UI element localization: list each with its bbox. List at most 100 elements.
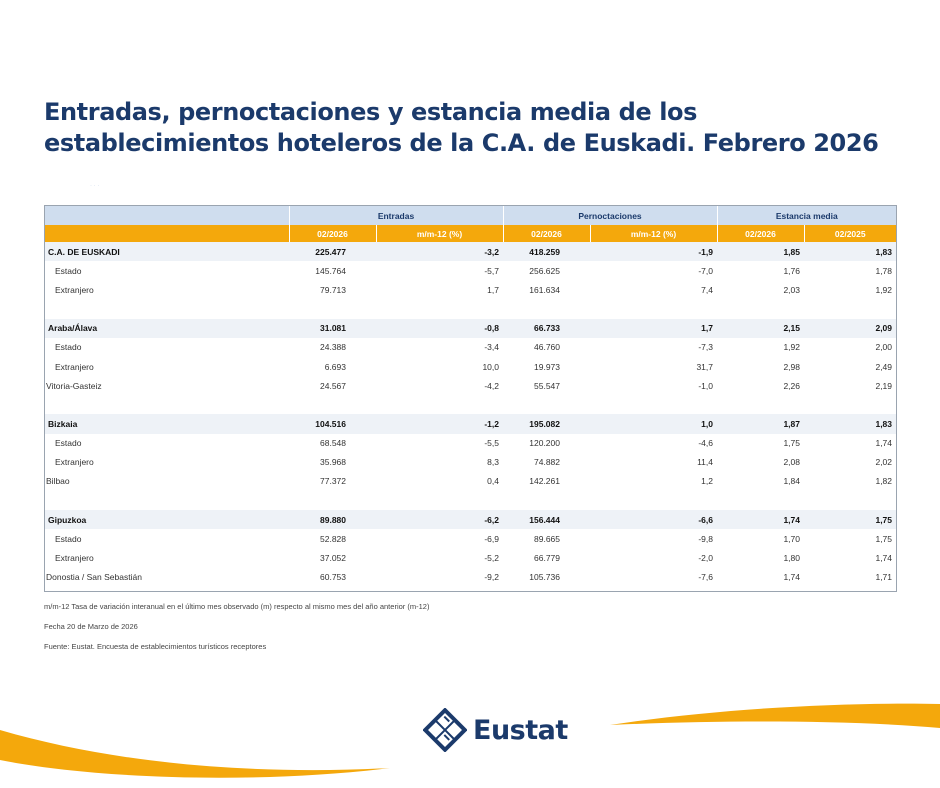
table-cell: 60.753 (320, 572, 346, 583)
table-cell (376, 300, 503, 319)
table-cell: 2,09 (804, 318, 897, 338)
page-title: Entradas, pernoctaciones y estancia medi… (44, 98, 879, 157)
table-cell: 66.779 (534, 553, 560, 564)
table-cell: 418.259 (503, 242, 590, 262)
row-label: Extranjero (55, 361, 94, 372)
table-cell: 1,83 (804, 242, 897, 262)
table-cell: 2,19 (875, 380, 893, 391)
table-cell: -5,7 (484, 265, 499, 276)
table-cell: 2,03 (783, 284, 800, 295)
wave-left (0, 730, 390, 778)
corner-subheader-cell (45, 225, 289, 242)
table-cell: -1,2 (376, 414, 503, 434)
table-cell: -7,6 (698, 572, 713, 583)
eustat-logo: Eustat (423, 708, 568, 752)
row-label: Araba/Álava (45, 318, 289, 338)
table-cell: 77.372 (320, 476, 346, 487)
row-label: Donostia / San Sebastián (46, 572, 142, 583)
table-cell: 1,7 (487, 284, 499, 295)
table-cell: 1,0 (590, 414, 717, 434)
row-label (45, 491, 289, 510)
note-definition: m/m-12 Tasa de variación interanual en e… (44, 602, 430, 611)
table-cell: 1,74 (717, 510, 804, 530)
sub-header: m/m-12 (%) (589, 225, 717, 242)
table-cell: 1,84 (783, 476, 800, 487)
faint-marks: · · · (90, 183, 100, 189)
row-label: Estado (55, 533, 82, 544)
table-cell: -9,2 (484, 572, 499, 583)
table-row: C.A. DE EUSKADI 225.477 -3,2 418.259 -1,9 1,8… (45, 242, 897, 262)
sub-header: m/m-12 (%) (375, 225, 503, 242)
sub-header: 02/2026 (288, 225, 376, 242)
table-cell: 105.736 (529, 572, 560, 583)
table-cell: 89.880 (289, 510, 376, 530)
sub-header-row: 02/2026 m/m-12 (%) 02/2026 m/m-12 (%) 02… (45, 225, 897, 242)
table-cell (590, 300, 717, 319)
table-cell: 2,26 (783, 380, 800, 391)
table-cell (804, 395, 896, 414)
table-cell (503, 300, 590, 319)
table-cell: 37.052 (320, 553, 346, 564)
data-table: Entradas Pernoctaciones Estancia media 0… (45, 206, 897, 587)
eustat-logo-text: Eustat (473, 714, 568, 746)
table-body: C.A. DE EUSKADI 225.477 -3,2 418.259 -1,9 1,8… (45, 242, 897, 587)
table-row: Bizkaia 104.516 -1,2 195.082 1,0 1,87 1,83 (45, 414, 897, 434)
table-cell (376, 491, 503, 510)
table-cell: 256.625 (529, 265, 560, 276)
table-cell: 2,00 (875, 342, 893, 353)
table-cell (289, 395, 376, 414)
table-row: Araba/Álava 31.081 -0,8 66.733 1,7 2,15 2,09 (45, 318, 897, 338)
row-label: C.A. DE EUSKADI (45, 242, 289, 262)
table-cell (590, 491, 717, 510)
spacer-row (45, 491, 896, 510)
group-header-estancia-media: Estancia media (716, 206, 897, 225)
table-row: Estado 52.828 -6,9 89.665 -9,8 1,70 1,75 (45, 529, 896, 548)
table-cell: -7,0 (698, 265, 713, 276)
table-cell: -0,8 (376, 318, 503, 338)
table-row: Extranjero 6.693 10,0 19.973 31,7 2,98 2,49 (45, 357, 896, 376)
table-cell: 1,80 (783, 553, 800, 564)
table-cell: 1,92 (875, 284, 893, 295)
table-cell: 0,4 (487, 476, 499, 487)
table-cell: 1,74 (875, 438, 893, 449)
table-cell: 6.693 (324, 361, 346, 372)
table-cell: 104.516 (289, 414, 376, 434)
table-cell: 24.567 (320, 380, 346, 391)
row-label: Gipuzkoa (45, 510, 289, 530)
table-cell: 7,4 (701, 284, 713, 295)
table-cell: -3,2 (376, 242, 503, 262)
table-cell: -5,2 (484, 553, 499, 564)
table-cell: -4,6 (698, 438, 713, 449)
table-cell: 89.665 (534, 533, 560, 544)
table-cell: 1,75 (783, 438, 800, 449)
table-cell: 1,82 (875, 476, 893, 487)
row-label (45, 395, 289, 414)
spacer-row (45, 300, 896, 319)
table-cell: 161.634 (529, 284, 560, 295)
table-cell: 55.547 (534, 380, 560, 391)
orange-wave-decoration (0, 703, 940, 778)
table-cell: 31.081 (289, 318, 376, 338)
table-cell: -6,6 (590, 510, 717, 530)
corner-header-cell (45, 206, 289, 225)
spacer-row (45, 395, 896, 414)
table-cell: -1,0 (698, 380, 713, 391)
table-cell: 10,0 (482, 361, 499, 372)
table-row: Estado 24.388 -3,4 46.760 -7,3 1,92 2,00 (45, 338, 896, 357)
row-label: Estado (55, 342, 82, 353)
table-cell: 74.882 (534, 457, 560, 468)
row-label: Extranjero (55, 553, 94, 564)
table-cell: 1,75 (875, 533, 893, 544)
table-cell: 66.733 (503, 318, 590, 338)
table-cell: 2,02 (875, 457, 893, 468)
table-cell (503, 491, 590, 510)
sub-header: 02/2026 (716, 225, 804, 242)
sub-header: 02/2026 (502, 225, 590, 242)
table-cell (804, 300, 896, 319)
table-row: Bilbao 77.372 0,4 142.261 1,2 1,84 1,82 (45, 472, 896, 491)
table-cell: 1,70 (783, 533, 800, 544)
row-label: Vitoria-Gasteiz (46, 380, 102, 391)
table-cell: -1,9 (590, 242, 717, 262)
table-cell: -9,8 (698, 533, 713, 544)
table-cell: 1,74 (783, 572, 800, 583)
